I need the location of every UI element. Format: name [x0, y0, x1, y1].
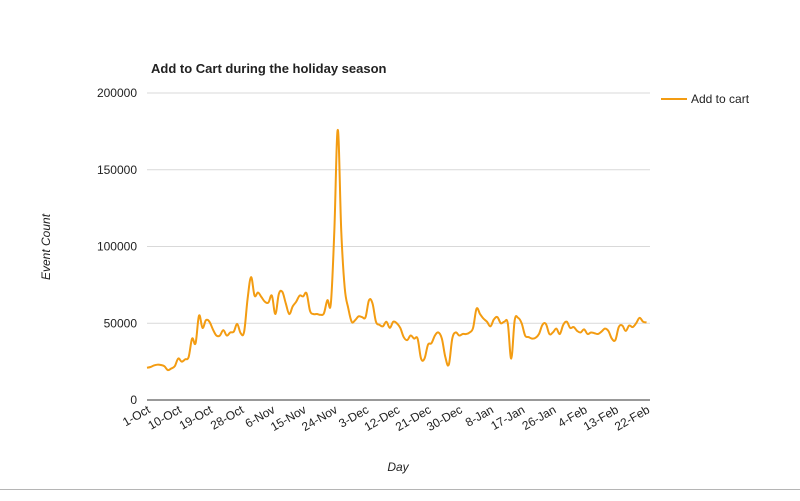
series-layer [147, 130, 647, 370]
y-tick-label: 50000 [104, 316, 138, 330]
series-line-add-to-cart [147, 130, 647, 370]
y-tick-label: 100000 [97, 240, 137, 254]
legend[interactable]: Add to cart [661, 92, 750, 106]
y-axis-label: Event Count [39, 213, 53, 280]
legend-label: Add to cart [691, 92, 750, 106]
y-tick-label: 200000 [97, 86, 137, 100]
x-tick-label: 13-Feb [581, 402, 621, 433]
x-tick-label: 10-Oct [146, 402, 185, 432]
chart-title: Add to Cart during the holiday season [151, 61, 387, 76]
x-tick-label: 28-Oct [208, 402, 247, 432]
x-tick-label: 24-Nov [299, 402, 340, 433]
x-tick-label: 26-Jan [520, 402, 559, 432]
y-tick-label: 0 [130, 393, 137, 407]
x-tick-label: 30-Dec [424, 402, 465, 433]
x-axis-ticks: 1-Oct10-Oct19-Oct28-Oct6-Nov15-Nov24-Nov… [120, 402, 652, 434]
bottom-divider [0, 489, 800, 490]
y-axis-ticks: 0 50000 100000 150000 200000 [97, 86, 137, 407]
gridlines [147, 93, 650, 323]
x-tick-label: 19-Oct [177, 402, 216, 432]
x-tick-label: 17-Jan [488, 402, 527, 432]
y-tick-label: 150000 [97, 163, 137, 177]
x-axis-label: Day [387, 460, 409, 474]
x-tick-label: 22-Feb [612, 402, 652, 433]
